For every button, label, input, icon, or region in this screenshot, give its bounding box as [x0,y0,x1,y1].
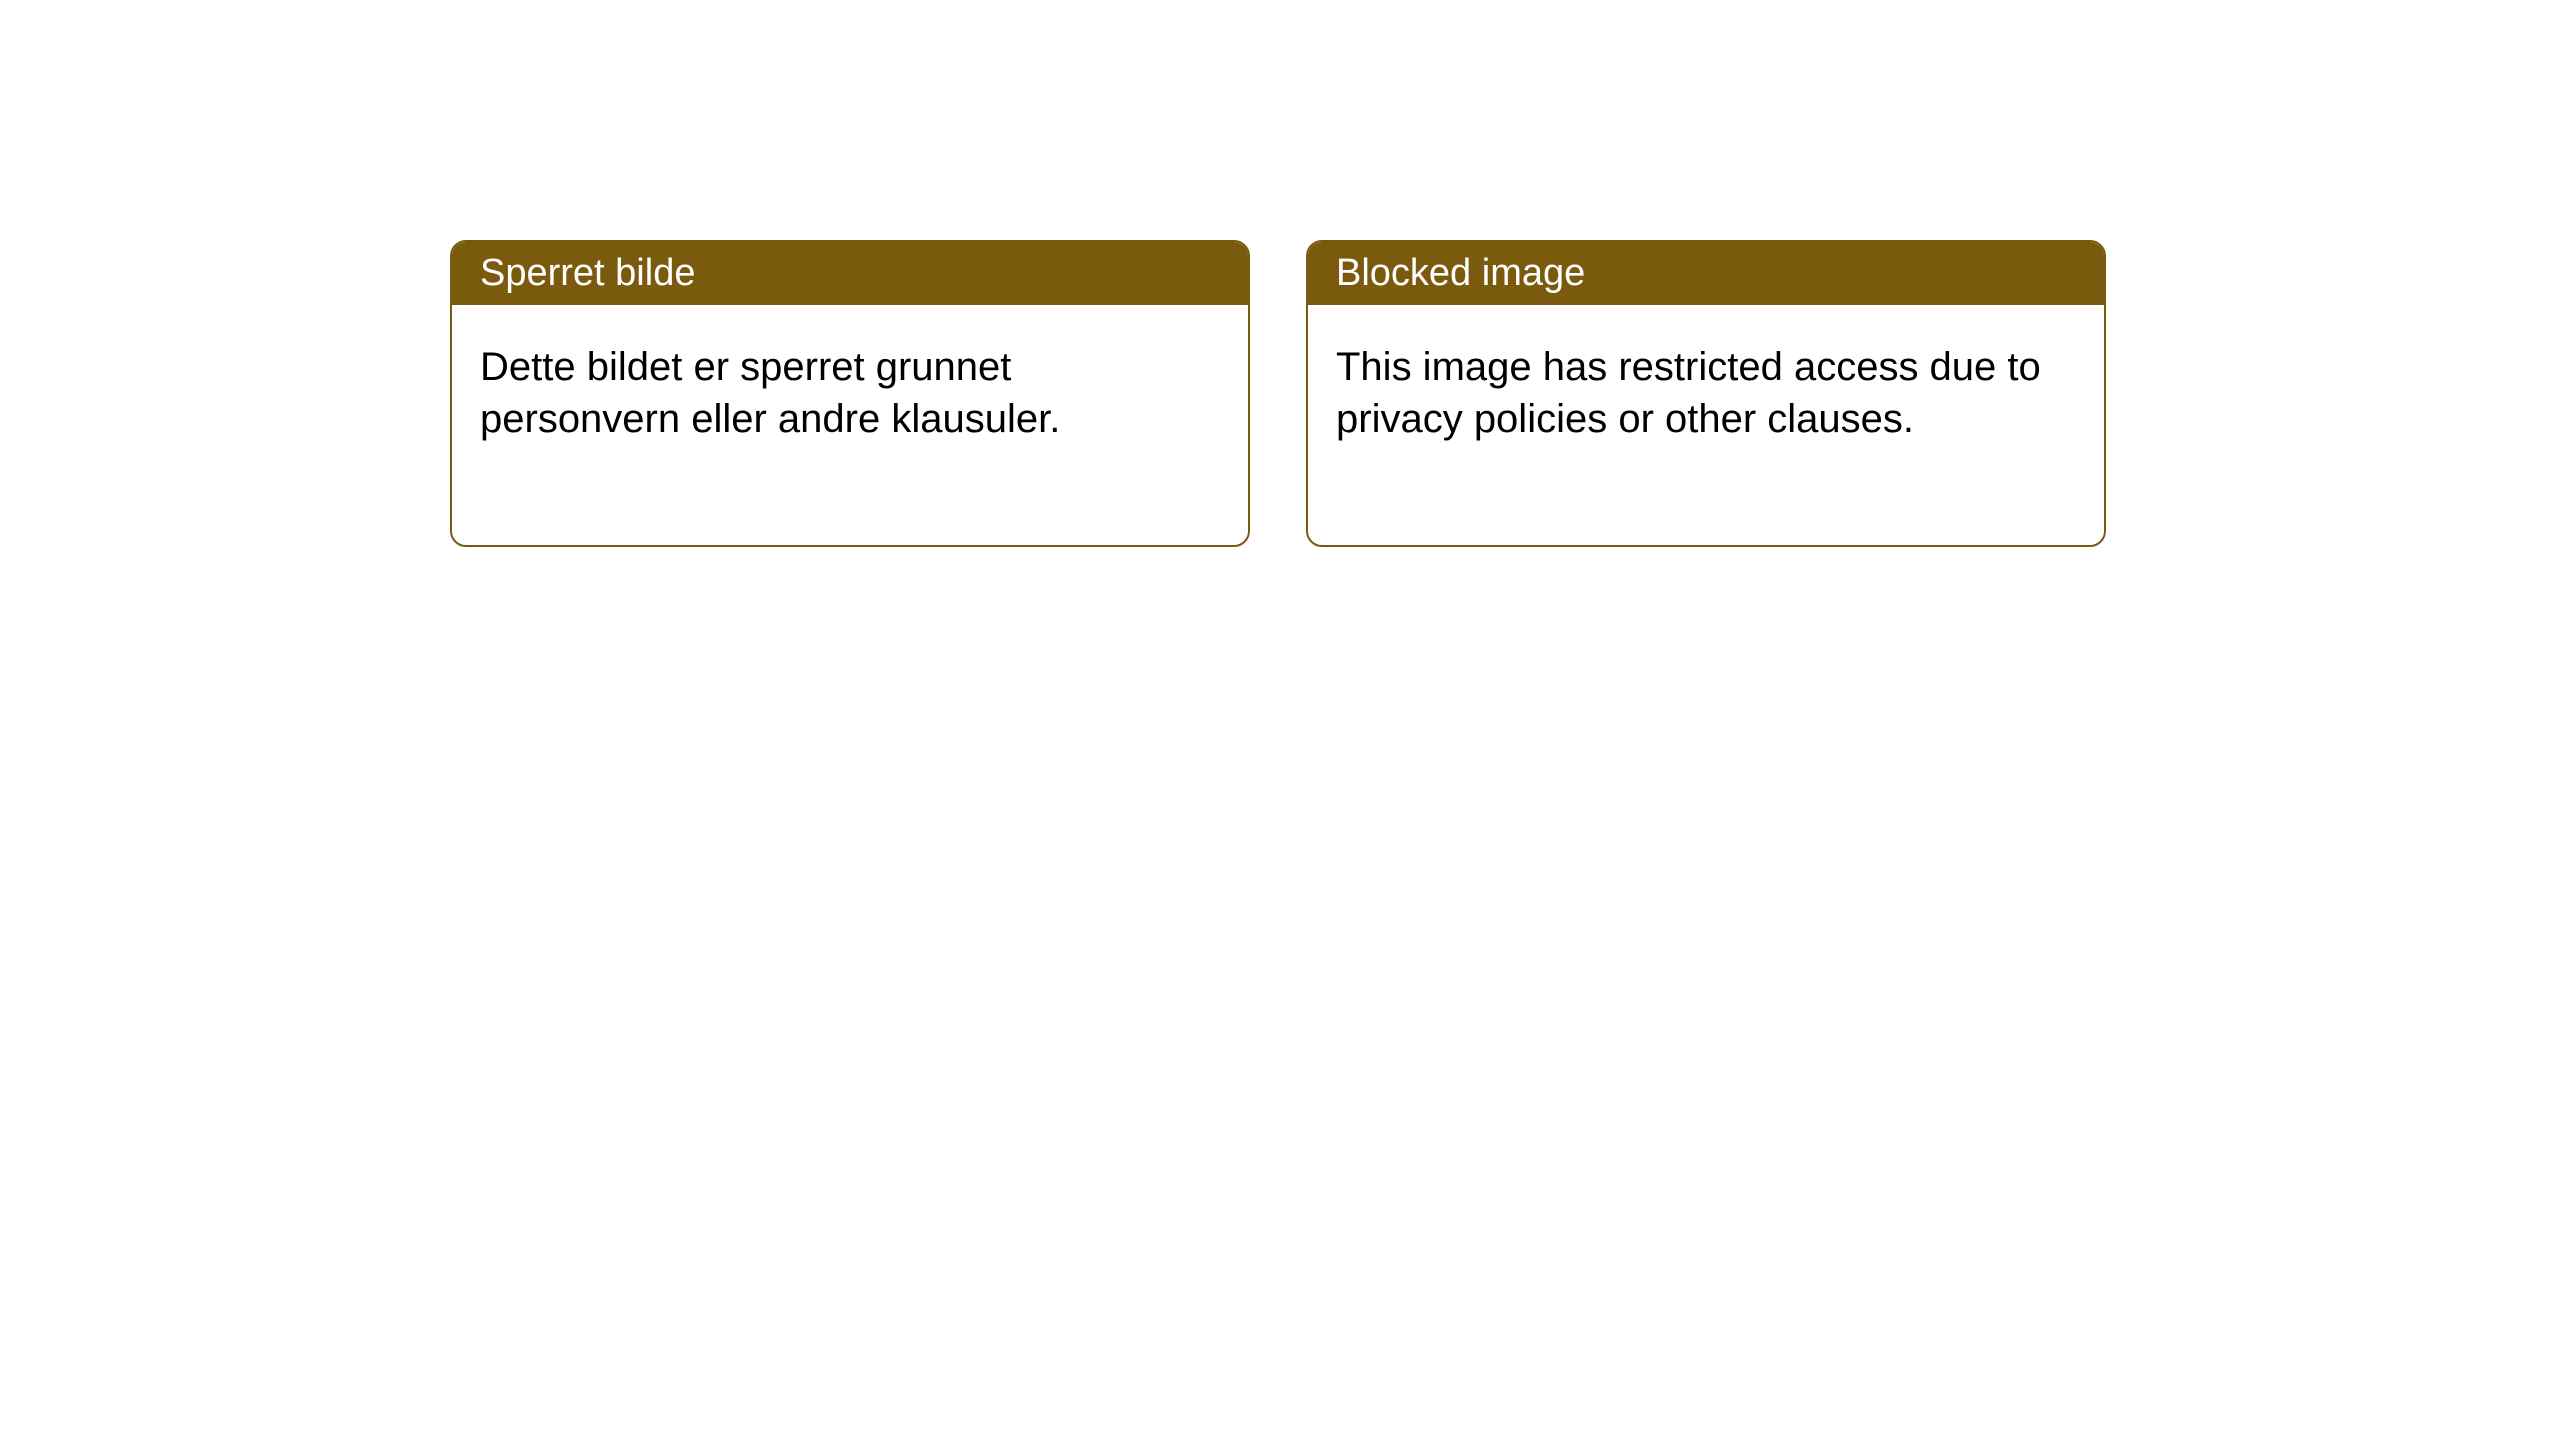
notice-card-norwegian: Sperret bilde Dette bildet er sperret gr… [450,240,1250,547]
notice-card-english: Blocked image This image has restricted … [1306,240,2106,547]
notice-header: Blocked image [1308,242,2104,305]
notice-container: Sperret bilde Dette bildet er sperret gr… [450,240,2106,547]
notice-body: This image has restricted access due to … [1308,305,2104,545]
notice-body: Dette bildet er sperret grunnet personve… [452,305,1248,545]
notice-header: Sperret bilde [452,242,1248,305]
